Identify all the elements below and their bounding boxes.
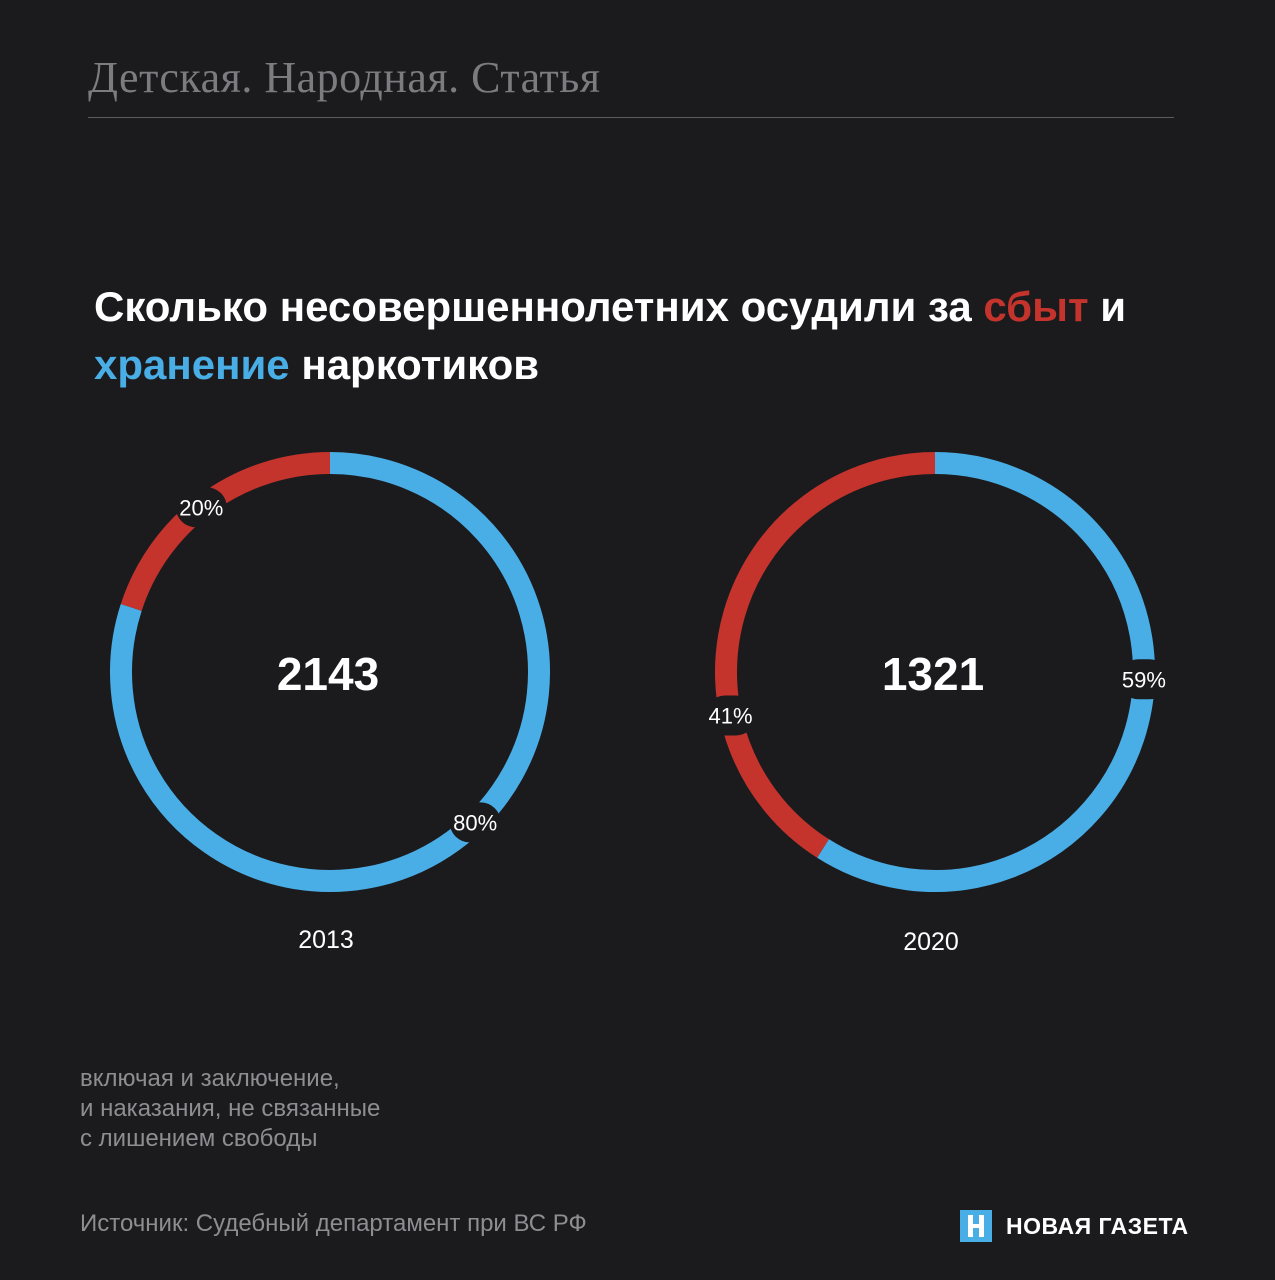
year-label: 2020 xyxy=(903,928,959,956)
pct-label-bg xyxy=(175,487,227,528)
footnote: включая и заключение, и наказания, не св… xyxy=(80,1064,380,1154)
title-part-1: Сколько несовершеннолетних осудили за xyxy=(94,283,984,330)
title-highlight-sale: сбыт xyxy=(983,283,1089,330)
pct-label-bg xyxy=(705,695,757,736)
donut-chart-2020: 59% 41% 1321 2020 xyxy=(705,452,1170,956)
pct-label-sale: 20% xyxy=(179,495,223,520)
novaya-gazeta-logo-icon xyxy=(960,1210,992,1242)
donut-slice-storage xyxy=(110,452,550,892)
title-highlight-storage: хранение xyxy=(94,341,290,388)
year-label: 2013 xyxy=(298,926,354,954)
pct-label-storage: 80% xyxy=(453,810,497,835)
chart-title: Сколько несовершеннолетних осудили за сб… xyxy=(94,278,1204,394)
title-part-3: наркотиков xyxy=(289,341,540,388)
donut-slice-sale xyxy=(120,452,331,611)
pct-label-storage: 59% xyxy=(1122,667,1166,692)
publisher-logo: НОВАЯ ГАЗЕТА xyxy=(960,1208,1189,1244)
pct-label-bg xyxy=(1118,659,1170,700)
source-note: Источник: Судебный департамент при ВС РФ xyxy=(80,1210,587,1237)
donut-slice-storage xyxy=(817,452,1155,892)
donut-total: 2143 xyxy=(277,648,379,700)
donut-slice-sale xyxy=(715,452,936,858)
logo-text: НОВАЯ ГАЗЕТА xyxy=(1006,1212,1189,1239)
title-part-2: и xyxy=(1088,283,1127,330)
donut-total: 1321 xyxy=(882,648,984,700)
header-title: Детская. Народная. Статья xyxy=(88,53,601,102)
pct-label-bg xyxy=(449,802,501,843)
footnote-line: включая и заключение, xyxy=(80,1065,340,1092)
donut-chart-2013: 80% 20% 2143 2013 xyxy=(110,452,550,954)
footnote-line: с лишением свободы xyxy=(80,1125,318,1152)
header-divider xyxy=(88,117,1174,118)
pct-label-sale: 41% xyxy=(709,703,753,728)
footnote-line: и наказания, не связанные xyxy=(80,1095,381,1122)
